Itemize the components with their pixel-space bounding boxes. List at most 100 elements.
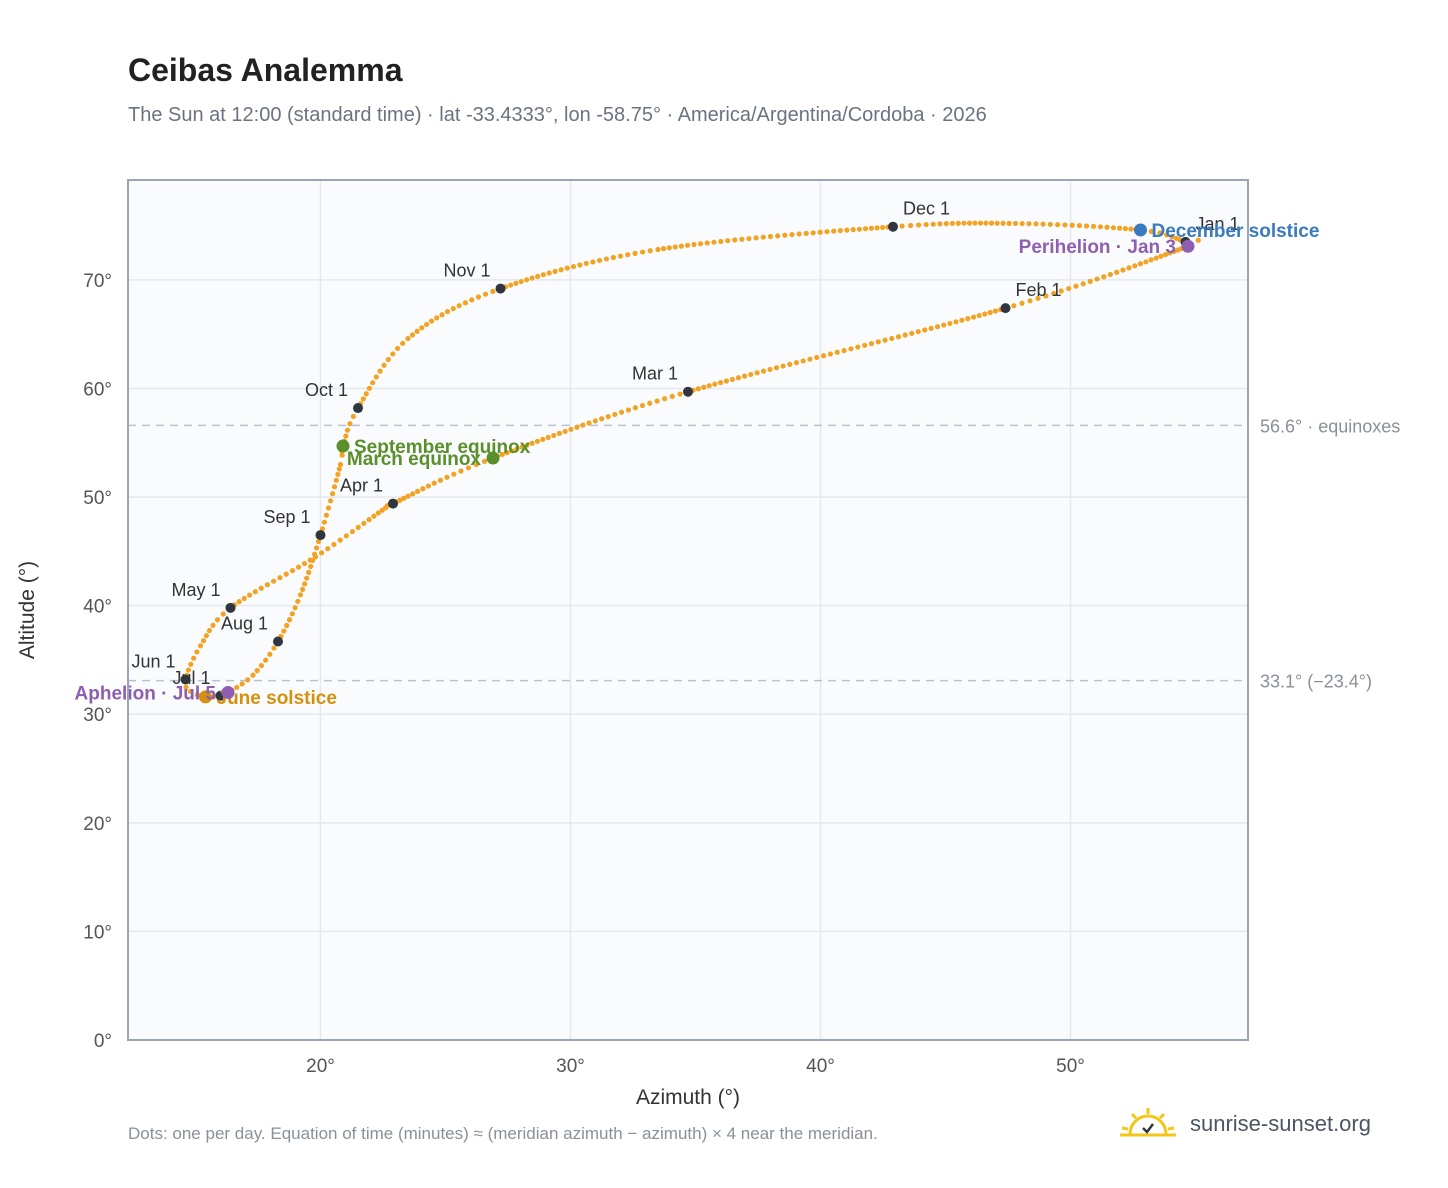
daily-position-dot xyxy=(735,375,742,381)
daily-position-dot xyxy=(928,325,934,331)
daily-position-dot xyxy=(977,220,984,226)
daily-position-dot xyxy=(793,360,800,366)
daily-position-dot xyxy=(366,385,373,391)
event-marker-label: September equinox xyxy=(354,437,531,458)
daily-position-dot xyxy=(284,622,290,629)
daily-position-dot xyxy=(258,663,265,669)
daily-position-dot xyxy=(889,335,895,342)
daily-position-dot xyxy=(327,498,334,504)
daily-position-dot xyxy=(988,220,995,226)
daily-position-dot xyxy=(662,396,668,402)
daily-position-dot xyxy=(241,595,247,602)
daily-position-dot xyxy=(1195,237,1201,243)
daily-position-dot xyxy=(220,611,226,617)
daily-position-dot xyxy=(684,242,691,248)
daily-position-dot xyxy=(834,349,840,355)
daily-position-dot xyxy=(360,396,366,402)
daily-position-dot xyxy=(895,334,902,340)
daily-position-dot xyxy=(570,263,577,270)
daily-position-dot xyxy=(562,428,568,434)
daily-position-dot xyxy=(754,370,760,376)
month-marker-dot xyxy=(1000,303,1011,314)
daily-position-dot xyxy=(1027,298,1033,304)
daily-position-dot xyxy=(775,233,781,239)
daily-position-dot xyxy=(874,225,880,231)
daily-position-dot xyxy=(289,567,296,574)
daily-position-dot xyxy=(409,332,416,338)
daily-position-dot xyxy=(1171,248,1177,255)
x-tick-label: 50° xyxy=(1056,1056,1085,1077)
daily-position-dot xyxy=(344,427,351,433)
daily-position-dot xyxy=(286,617,293,623)
axis-ticks: 20° 30° 40° 50° 0° 10° 20° 30° 40° 50° 60° 70° xyxy=(83,271,1085,1077)
daily-position-dot xyxy=(534,438,541,444)
daily-position-dot xyxy=(1087,278,1093,284)
daily-position-dot xyxy=(617,253,624,259)
month-marker-label: May 1 xyxy=(171,580,220,600)
daily-position-dot xyxy=(773,365,780,371)
daily-position-dot xyxy=(473,461,479,468)
month-marker-label: Mar 1 xyxy=(632,364,678,384)
daily-position-dot xyxy=(827,351,833,357)
daily-position-dot xyxy=(583,260,589,267)
daily-position-dot xyxy=(941,322,947,328)
daily-position-dot xyxy=(390,351,396,357)
daily-position-dot xyxy=(377,368,383,374)
daily-position-dot xyxy=(187,688,194,695)
daily-position-dot xyxy=(739,236,745,242)
daily-position-dot xyxy=(306,569,312,575)
daily-position-dot xyxy=(203,633,209,639)
daily-position-dot xyxy=(1090,223,1097,229)
daily-position-dot xyxy=(850,227,856,233)
event-marker-label: June solstice xyxy=(217,688,337,709)
daily-position-dot xyxy=(437,477,444,483)
daily-position-dot xyxy=(725,238,731,244)
daily-position-dot xyxy=(1132,263,1138,269)
daily-position-dot xyxy=(697,241,704,247)
y-tick-label: 30° xyxy=(83,705,112,726)
month-marker-label: Oct 1 xyxy=(305,380,348,400)
daily-position-dot xyxy=(546,270,552,276)
daily-position-dot xyxy=(1101,274,1107,280)
daily-position-dot xyxy=(337,537,343,543)
daily-position-dot xyxy=(302,581,308,587)
daily-position-dot xyxy=(1143,259,1149,265)
daily-position-dot xyxy=(610,254,617,261)
daily-position-dot xyxy=(592,418,598,424)
y-tick-label: 40° xyxy=(83,597,112,618)
daily-position-dot xyxy=(1116,225,1123,231)
brand[interactable]: sunrise-sunset.org xyxy=(1120,1104,1371,1144)
daily-position-dot xyxy=(318,550,325,556)
month-marker-dot xyxy=(225,602,236,613)
daily-position-dot xyxy=(373,374,379,380)
daily-position-dot xyxy=(267,651,273,657)
daily-position-dot xyxy=(934,324,941,330)
month-marker-dot xyxy=(495,283,506,294)
y-tick-label: 60° xyxy=(83,379,112,400)
reference-line-label: 33.1° (−23.4°) xyxy=(1260,672,1372,692)
daily-position-dot xyxy=(1126,265,1132,271)
daily-position-dot xyxy=(350,413,356,420)
plot-area xyxy=(128,180,1248,1040)
daily-position-dot xyxy=(331,541,337,548)
daily-position-dot xyxy=(706,383,712,389)
daily-position-dot xyxy=(481,458,488,464)
daily-position-dot xyxy=(1006,220,1012,226)
month-marker-label: Jun 1 xyxy=(131,651,175,671)
y-axis-label: Altitude (°) xyxy=(16,561,39,659)
daily-position-dot xyxy=(639,249,646,255)
daily-position-dot xyxy=(814,354,820,361)
daily-position-dot xyxy=(704,240,710,246)
daily-position-dot xyxy=(277,575,283,581)
daily-position-dot xyxy=(820,353,827,359)
x-axis-label: Azimuth (°) xyxy=(636,1086,740,1109)
daily-position-dot xyxy=(574,424,580,430)
daily-position-dot xyxy=(540,436,546,442)
daily-position-dot xyxy=(817,229,823,235)
daily-position-dot xyxy=(245,677,251,683)
daily-position-dot xyxy=(258,585,264,591)
daily-position-dot xyxy=(325,505,332,511)
daily-position-dot xyxy=(868,341,875,347)
daily-position-dot xyxy=(206,627,213,634)
daily-position-dot xyxy=(746,235,752,242)
